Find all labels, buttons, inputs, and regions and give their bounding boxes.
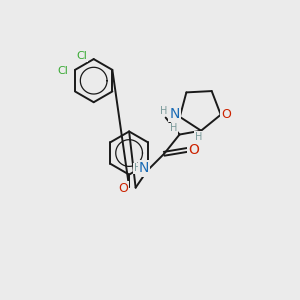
Text: H: H (134, 164, 142, 173)
Text: H: H (195, 132, 202, 142)
Text: O: O (188, 143, 199, 157)
Text: Cl: Cl (57, 66, 68, 76)
Text: N: N (139, 161, 149, 176)
Text: H: H (160, 106, 168, 116)
Text: N: N (169, 107, 180, 121)
Text: O: O (118, 182, 128, 195)
Text: H: H (170, 123, 177, 134)
Text: Cl: Cl (76, 51, 87, 61)
Text: O: O (221, 108, 231, 121)
